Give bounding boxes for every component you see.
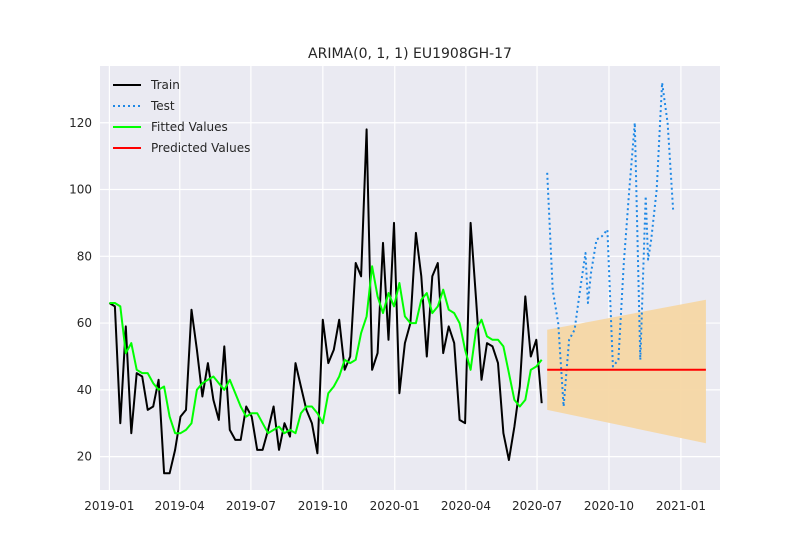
y-tick-label: 80 <box>77 249 92 263</box>
x-tick-label: 2019-04 <box>155 499 205 513</box>
confidence-interval-band <box>547 299 706 444</box>
y-tick-label: 60 <box>77 316 92 330</box>
legend-label: Predicted Values <box>151 141 250 155</box>
fitted-values-line <box>109 265 543 435</box>
y-tick-label: 100 <box>69 183 92 197</box>
x-tick-label: 2021-01 <box>656 499 706 513</box>
y-tick-labels: 20 40 60 80 100 120 <box>69 116 92 464</box>
legend-label: Fitted Values <box>151 120 228 134</box>
train-series-line <box>108 128 543 475</box>
x-tick-label: 2019-07 <box>226 499 276 513</box>
x-tick-label: 2020-10 <box>584 499 634 513</box>
legend-label: Train <box>150 78 180 92</box>
x-tick-label: 2020-04 <box>441 499 491 513</box>
legend-label: Test <box>150 99 175 113</box>
x-tick-label: 2019-01 <box>84 499 134 513</box>
y-tick-label: 20 <box>77 450 92 464</box>
y-tick-label: 40 <box>77 383 92 397</box>
y-tick-label: 120 <box>69 116 92 130</box>
x-tick-label: 2019-10 <box>298 499 348 513</box>
x-tick-labels: 2019-01 2019-04 2019-07 2019-10 2020-01 2020-… <box>84 499 706 513</box>
x-tick-label: 2020-07 <box>512 499 562 513</box>
x-tick-label: 2020-01 <box>370 499 420 513</box>
legend: Train Test Fitted Values Predicted Values <box>113 78 250 155</box>
series-lines <box>108 81 706 475</box>
chart-title: ARIMA(0, 1, 1) EU1908GH-17 <box>308 46 512 62</box>
